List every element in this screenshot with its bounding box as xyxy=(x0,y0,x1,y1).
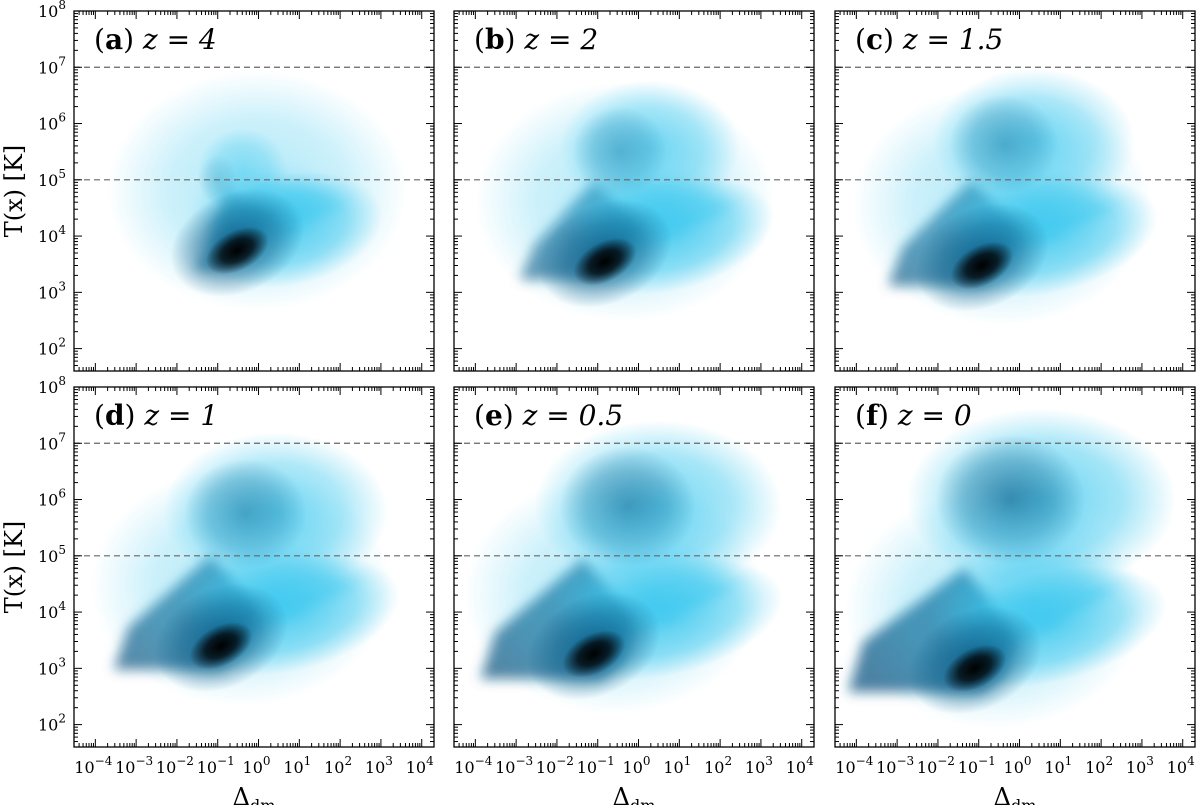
x-tick-label: 104 xyxy=(786,754,814,777)
y-tick-label: 108 xyxy=(38,374,66,397)
density-peak xyxy=(950,241,1014,290)
x-tick-label: 10−1 xyxy=(577,754,615,777)
density-cloud xyxy=(844,408,1177,729)
density-cloud xyxy=(474,80,775,322)
density-peak xyxy=(943,644,1007,693)
panel-d: 102 103 104 105 106 107 108 10−4 10−3 10−2 10−1 100… xyxy=(0,374,435,805)
x-tick-label: 102 xyxy=(704,754,732,777)
y-tick-label: 104 xyxy=(38,223,66,246)
redshift-label: z = 2 xyxy=(523,23,598,56)
y-tick-label: 103 xyxy=(38,279,66,302)
ticks xyxy=(73,386,435,748)
panel-label: (b) z = 2 xyxy=(474,23,598,56)
y-tick-label: 107 xyxy=(38,54,66,77)
x-tick-label: 10−3 xyxy=(495,754,533,777)
panel-e: 10−4 10−3 10−2 10−1 100 101 102 103 104 (e) z = 0… xyxy=(453,386,815,805)
x-tick-label: 101 xyxy=(663,754,691,777)
density-peak xyxy=(189,622,253,670)
panel-c: (c) z = 1.5 xyxy=(834,10,1196,372)
x-tick-label: 10−1 xyxy=(197,754,235,777)
x-tick-label: 103 xyxy=(365,754,393,777)
x-tick-label: 10−4 xyxy=(454,754,492,777)
panel-label: (e) z = 0.5 xyxy=(474,399,623,432)
y-tick-label: 107 xyxy=(38,430,66,453)
x-tick-label: 101 xyxy=(1044,754,1072,777)
y-tick-label: 102 xyxy=(38,712,66,735)
panel-label: (a) z = 4 xyxy=(94,23,217,56)
panel-label: (c) z = 1.5 xyxy=(855,23,1003,56)
y-tick-label: 103 xyxy=(38,655,66,678)
x-tick-label: 10−3 xyxy=(115,754,153,777)
panel-label: (d) z = 1 xyxy=(94,399,218,432)
ticks xyxy=(834,386,1196,748)
y-axis-label: T(x) [K] xyxy=(0,145,28,238)
redshift-label: z = 1 xyxy=(143,399,218,432)
x-tick-label: 104 xyxy=(406,754,434,777)
y-tick-label: 105 xyxy=(38,167,66,190)
ticks xyxy=(453,10,815,372)
y-tick-label: 106 xyxy=(38,487,66,510)
y-tick-label: 106 xyxy=(38,111,66,134)
x-tick-label: 10−2 xyxy=(917,754,955,777)
y-axis-label: T(x) [K] xyxy=(0,521,28,614)
plot-frame xyxy=(834,10,1196,372)
panel-a: 102 103 104 105 106 107 108 (a) z = 4 T(x) [K] xyxy=(0,0,435,372)
plot-frame xyxy=(834,386,1196,748)
ticks xyxy=(834,10,1196,372)
redshift-label: z = 0 xyxy=(897,399,972,432)
panel-label: (f) z = 0 xyxy=(855,399,972,432)
density-peak xyxy=(573,237,637,286)
x-tick-label: 100 xyxy=(623,754,651,777)
density-cloud xyxy=(107,70,408,311)
density-cloud xyxy=(851,68,1159,326)
x-tick-label: 10−4 xyxy=(835,754,873,777)
panel-f: 10−4 10−3 10−2 10−1 100 101 102 103 104 (f) z = 0… xyxy=(834,386,1196,805)
x-axis-label: Δdm xyxy=(233,783,276,805)
panel-b: (b) z = 2 xyxy=(453,10,815,372)
plot-frame xyxy=(73,386,435,748)
x-tick-label: 102 xyxy=(324,754,352,777)
x-tick-label: 103 xyxy=(745,754,773,777)
x-axis-label: Δdm xyxy=(994,783,1037,805)
ticks xyxy=(453,386,815,748)
density-peak xyxy=(205,226,269,275)
x-tick-label: 10−4 xyxy=(74,754,112,777)
x-tick-label: 100 xyxy=(243,754,271,777)
x-tick-label: 100 xyxy=(1004,754,1032,777)
x-tick-label: 10−2 xyxy=(156,754,194,777)
density-cloud xyxy=(90,432,401,706)
plot-frame xyxy=(73,10,435,372)
density-cloud xyxy=(463,420,783,714)
redshift-label: z = 0.5 xyxy=(522,399,624,432)
redshift-label: z = 4 xyxy=(142,23,217,56)
y-tick-label: 108 xyxy=(38,0,66,21)
x-tick-label: 101 xyxy=(283,754,311,777)
x-tick-label: 102 xyxy=(1085,754,1113,777)
redshift-label: z = 1.5 xyxy=(902,23,1004,56)
x-axis-label: Δdm xyxy=(613,783,656,805)
x-tick-label: 10−3 xyxy=(876,754,914,777)
y-tick-label: 105 xyxy=(38,543,66,566)
x-tick-label: 103 xyxy=(1126,754,1154,777)
x-tick-label: 10−2 xyxy=(536,754,574,777)
x-tick-label: 10−1 xyxy=(958,754,996,777)
density-peak xyxy=(562,630,626,678)
y-tick-label: 104 xyxy=(38,599,66,622)
plot-frame xyxy=(453,10,815,372)
y-tick-label: 102 xyxy=(38,336,66,359)
x-tick-label: 104 xyxy=(1167,754,1195,777)
plot-frame xyxy=(453,386,815,748)
